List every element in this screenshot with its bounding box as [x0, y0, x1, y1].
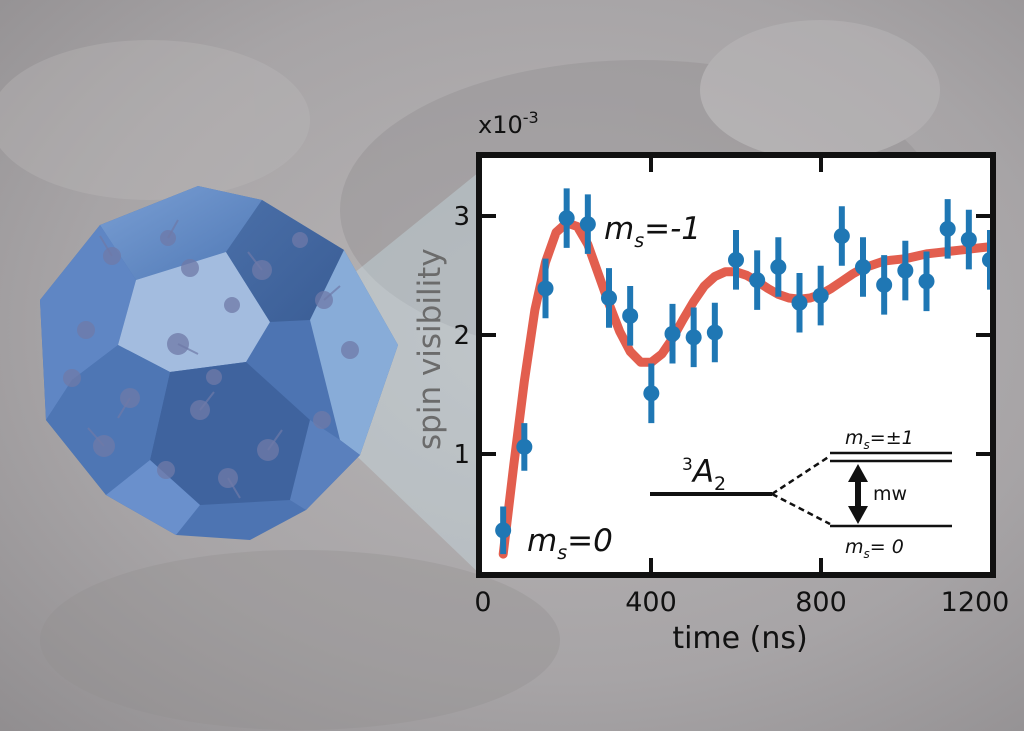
lower-level-label: ms= 0	[845, 536, 904, 561]
data-point	[833, 228, 850, 245]
upper-level-label: ms=±1	[845, 427, 914, 452]
plot-frame	[476, 152, 996, 578]
x-tick-labels: 0 400 800 1200	[474, 587, 1009, 618]
y-tick-label-2: 2	[453, 321, 470, 351]
split-dash-lower	[771, 492, 831, 526]
data-point	[960, 231, 977, 248]
mw-arrow-head-down	[848, 506, 868, 524]
zoom-beam	[296, 168, 484, 578]
data-point	[579, 216, 596, 233]
data-point	[601, 289, 617, 306]
x-tick-label-800: 800	[795, 587, 847, 618]
y-multiplier-label: x10-3	[478, 108, 539, 139]
data-point	[770, 258, 787, 275]
annotation-ms-zero: ms=0	[527, 523, 613, 564]
x-ticks	[649, 158, 823, 572]
data-point	[939, 220, 956, 237]
data-point	[622, 307, 639, 324]
data-point	[516, 438, 533, 455]
crystal-face-top	[100, 186, 262, 280]
split-dash-upper	[771, 454, 831, 496]
spin-arrows	[87, 219, 341, 499]
y-tick-labels: 1 2 3	[453, 202, 470, 470]
y-ticks	[482, 214, 990, 456]
fit-curve	[498, 218, 990, 559]
crystal-face-bottom-right	[290, 420, 360, 510]
data-point	[558, 210, 575, 227]
crystal-face-base	[106, 460, 200, 535]
x-tick-label-400: 400	[625, 587, 677, 618]
data-point	[897, 262, 914, 279]
data-point	[664, 325, 681, 342]
x-tick-label-1200: 1200	[941, 587, 1010, 618]
data-point	[643, 385, 660, 402]
data-point	[706, 324, 723, 341]
y-axis-label: spin visibility	[412, 248, 448, 450]
y-tick-label-1: 1	[453, 440, 470, 470]
data-point	[876, 276, 893, 293]
diamond-crystal	[40, 186, 398, 540]
data-point	[537, 280, 554, 297]
annotation-ms-minus1: ms=-1	[604, 211, 701, 252]
data-point	[855, 258, 871, 275]
data-point	[728, 251, 744, 268]
crystal-face-right-top	[226, 200, 344, 322]
x-tick-label-0: 0	[474, 587, 491, 618]
data-point	[749, 272, 766, 289]
crystal-face-bottom	[150, 362, 310, 505]
data-point	[812, 287, 829, 304]
data-point	[495, 522, 512, 539]
crystal-face-center	[118, 252, 270, 372]
data-point	[918, 273, 935, 290]
energy-level-diagram	[650, 451, 952, 528]
y-tick-label-3: 3	[453, 202, 470, 232]
plot-panel	[476, 152, 996, 578]
data-point	[791, 294, 808, 311]
data-point	[685, 329, 702, 346]
x-axis-label: time (ns)	[672, 621, 807, 656]
mw-arrow-head-up	[848, 464, 868, 482]
plot-background	[479, 155, 993, 575]
data-point	[982, 251, 990, 268]
mw-label: mw	[873, 483, 907, 505]
level-label-3A2: 3A2	[682, 454, 726, 495]
